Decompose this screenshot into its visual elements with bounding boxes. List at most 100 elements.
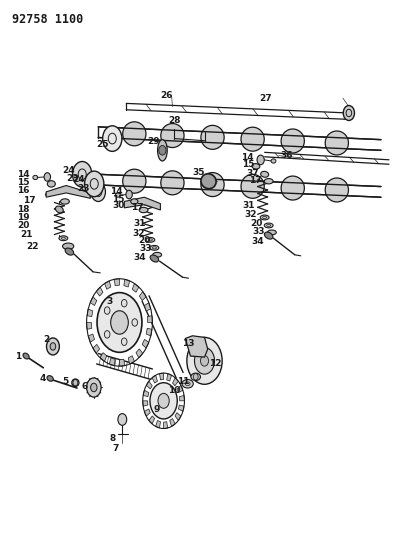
- Text: 4: 4: [40, 374, 46, 383]
- Text: 28: 28: [168, 117, 181, 125]
- Ellipse shape: [201, 125, 224, 149]
- Text: 31: 31: [242, 201, 255, 209]
- Text: 20: 20: [138, 237, 150, 245]
- Ellipse shape: [241, 174, 264, 198]
- Polygon shape: [146, 381, 152, 389]
- Polygon shape: [87, 309, 93, 317]
- Text: 21: 21: [20, 230, 32, 239]
- Ellipse shape: [264, 232, 273, 239]
- Polygon shape: [96, 287, 103, 296]
- Circle shape: [91, 182, 105, 201]
- Ellipse shape: [264, 179, 273, 184]
- Ellipse shape: [123, 122, 146, 146]
- Text: 31: 31: [133, 220, 146, 228]
- Ellipse shape: [150, 255, 159, 262]
- Polygon shape: [124, 197, 160, 210]
- Ellipse shape: [191, 373, 200, 381]
- Text: 29: 29: [147, 137, 160, 146]
- Text: 24: 24: [62, 166, 75, 175]
- Ellipse shape: [241, 127, 264, 151]
- Text: 30: 30: [112, 201, 124, 209]
- Polygon shape: [144, 303, 151, 311]
- Ellipse shape: [23, 353, 29, 359]
- Text: 18: 18: [17, 205, 30, 214]
- Text: 20: 20: [17, 222, 29, 230]
- Circle shape: [87, 378, 101, 397]
- Circle shape: [159, 146, 166, 155]
- Circle shape: [111, 311, 128, 334]
- Text: 17: 17: [131, 204, 144, 212]
- Polygon shape: [46, 185, 90, 198]
- Ellipse shape: [261, 171, 269, 177]
- Ellipse shape: [325, 131, 348, 155]
- Polygon shape: [124, 279, 130, 287]
- Circle shape: [257, 155, 264, 165]
- Ellipse shape: [161, 124, 184, 148]
- Text: 22: 22: [26, 243, 38, 251]
- Circle shape: [50, 343, 56, 350]
- Ellipse shape: [201, 174, 216, 189]
- Text: 15: 15: [17, 178, 30, 187]
- Circle shape: [158, 393, 169, 408]
- Polygon shape: [164, 422, 168, 429]
- Text: 24: 24: [72, 175, 85, 184]
- Polygon shape: [142, 340, 149, 348]
- Text: 14: 14: [241, 153, 254, 161]
- Text: 12: 12: [209, 359, 221, 368]
- Text: 7: 7: [112, 445, 119, 453]
- Text: 14: 14: [17, 171, 30, 179]
- Polygon shape: [109, 358, 115, 366]
- Ellipse shape: [123, 169, 146, 193]
- Polygon shape: [170, 418, 175, 426]
- Polygon shape: [185, 336, 208, 357]
- Polygon shape: [114, 279, 119, 286]
- Circle shape: [97, 293, 142, 352]
- Ellipse shape: [63, 243, 74, 249]
- Circle shape: [47, 338, 59, 355]
- Polygon shape: [146, 328, 152, 336]
- Text: 37: 37: [246, 169, 259, 177]
- Ellipse shape: [158, 140, 167, 161]
- Polygon shape: [160, 373, 164, 380]
- Ellipse shape: [161, 171, 184, 195]
- Polygon shape: [93, 344, 100, 353]
- Circle shape: [44, 173, 51, 181]
- Polygon shape: [143, 401, 148, 406]
- Text: 34: 34: [133, 253, 146, 262]
- Polygon shape: [119, 359, 125, 366]
- Ellipse shape: [146, 237, 155, 242]
- Text: 35: 35: [192, 168, 205, 177]
- Text: 34: 34: [251, 237, 264, 246]
- Circle shape: [85, 171, 104, 197]
- Circle shape: [103, 126, 122, 151]
- Circle shape: [80, 173, 95, 192]
- Circle shape: [187, 337, 222, 384]
- Ellipse shape: [201, 173, 224, 197]
- Polygon shape: [147, 316, 152, 322]
- Text: 17: 17: [249, 176, 262, 184]
- Text: 6: 6: [81, 382, 87, 391]
- Ellipse shape: [139, 207, 148, 213]
- Text: 27: 27: [259, 94, 272, 103]
- Text: 1: 1: [15, 352, 22, 360]
- Circle shape: [104, 307, 110, 314]
- Polygon shape: [167, 374, 172, 381]
- Polygon shape: [128, 356, 134, 364]
- Ellipse shape: [182, 379, 193, 388]
- Ellipse shape: [55, 206, 63, 213]
- Ellipse shape: [153, 253, 162, 257]
- Polygon shape: [87, 322, 92, 329]
- Ellipse shape: [260, 215, 269, 220]
- Text: 92758 1100: 92758 1100: [12, 13, 83, 26]
- Polygon shape: [144, 409, 150, 416]
- Text: 26: 26: [160, 92, 173, 100]
- Polygon shape: [105, 281, 111, 289]
- Polygon shape: [90, 297, 97, 305]
- Text: 33: 33: [139, 245, 152, 253]
- Ellipse shape: [115, 193, 120, 197]
- Polygon shape: [172, 378, 178, 386]
- Circle shape: [194, 348, 215, 374]
- Polygon shape: [136, 349, 143, 358]
- Text: 17: 17: [22, 197, 35, 205]
- Polygon shape: [177, 385, 183, 393]
